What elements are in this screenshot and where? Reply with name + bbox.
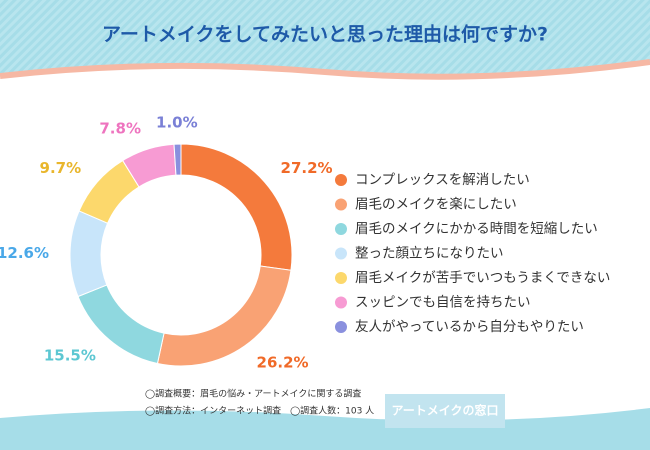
legend-marker bbox=[335, 272, 347, 284]
legend-label: 眉毛のメイクを楽にしたい bbox=[355, 197, 517, 213]
legend-label: スッピンでも自信を持ちたい bbox=[355, 295, 531, 311]
value-label: 9.7% bbox=[40, 159, 82, 177]
value-label: 15.5% bbox=[44, 346, 96, 364]
header-band bbox=[0, 0, 650, 77]
value-label: 12.6% bbox=[0, 244, 49, 262]
legend-marker bbox=[335, 247, 347, 260]
legend-marker bbox=[335, 296, 347, 309]
legend-label: 眉毛のメイクにかかる時間を短縮したい bbox=[355, 221, 598, 237]
value-label: 27.2% bbox=[281, 159, 333, 177]
header-accent bbox=[0, 59, 650, 80]
legend-label: 友人がやっているから自分もやりたい bbox=[355, 319, 584, 335]
legend-marker bbox=[335, 198, 347, 211]
value-label: 1.0% bbox=[156, 114, 198, 132]
legend-marker bbox=[335, 321, 347, 333]
logo: アートメイクの窓口 bbox=[391, 403, 498, 418]
legend-label: 整った顔立ちになりたい bbox=[355, 246, 504, 262]
donut-slice bbox=[173, 143, 182, 176]
legend-label: 眉毛メイクが苦手でいつもうまくできない bbox=[355, 270, 610, 286]
legend: コンプレックスを解消したい眉毛のメイクを楽にしたい眉毛のメイクにかかる時間を短縮… bbox=[335, 172, 610, 335]
legend-label: コンプレックスを解消したい bbox=[355, 172, 530, 188]
note: ◯調査方法：インターネット調査 ◯調査人数：103 人 bbox=[145, 405, 374, 417]
value-label: 26.2% bbox=[257, 354, 309, 372]
legend-marker bbox=[335, 223, 347, 235]
note: ◯調査概要：眉毛の悩み・アートメイクに関する調査 bbox=[145, 388, 361, 400]
value-label: 7.8% bbox=[99, 120, 141, 138]
legend-marker bbox=[335, 174, 347, 186]
logo-box bbox=[385, 394, 505, 428]
footer-band bbox=[0, 408, 650, 450]
chart: 27.2% 26.2% 15.5% 12.6% 9.7% 7.8% 1.0% bbox=[0, 114, 333, 372]
chart-title: アートメイクをしてみたいと思った理由は何ですか? bbox=[102, 23, 548, 46]
